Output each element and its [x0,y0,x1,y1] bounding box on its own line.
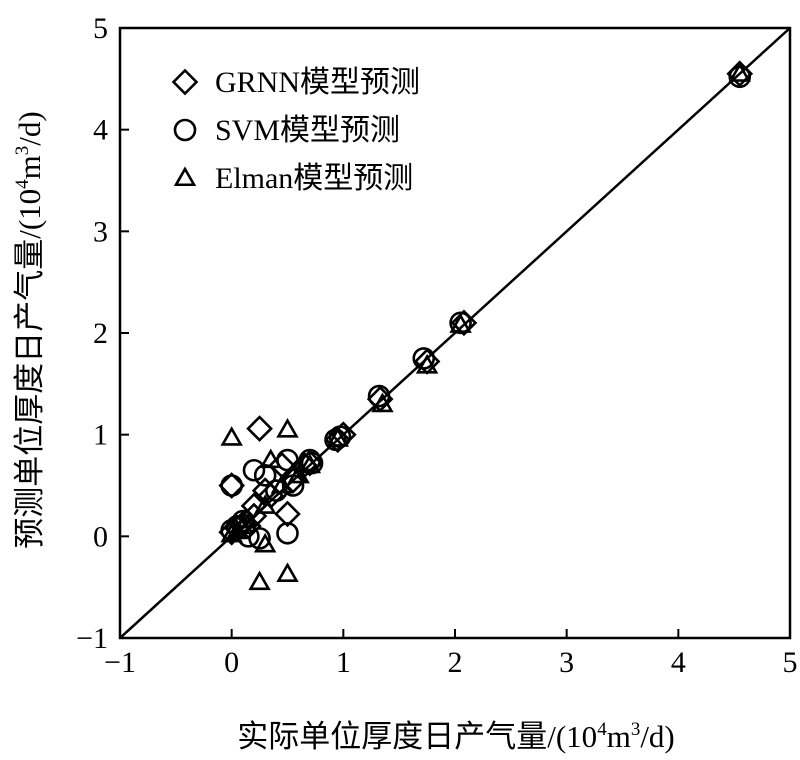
circle-point [367,384,391,408]
circle-point [253,464,277,487]
legend-label: Elman模型预测 [215,162,413,195]
legend-triangle-marker [173,166,197,187]
legend-diamond-marker [171,68,199,96]
legend-label: SVM模型预测 [215,114,400,147]
circle-point [265,479,288,502]
triangle-point [449,313,472,333]
triangle-point [298,453,322,474]
triangle-point [253,532,277,553]
triangle-point [231,514,255,535]
triangle-point [276,417,299,438]
triangle-point [287,463,310,484]
circle-point [220,474,243,497]
axis-ticks: −1 0 1 2 3 4 5 −1 0 1 2 3 4 5 [76,12,797,679]
reference-line [119,27,791,639]
legend-label: GRNN模型预测 [215,66,420,99]
x-tick-label: 2 [448,646,463,679]
y-tick-label: 1 [93,419,108,452]
x-axis-title: 实际单位厚度日产气量/(104m3/d) [237,719,675,754]
x-tick-label: 5 [783,646,798,679]
triangle-point [728,62,751,82]
data-points [218,60,754,591]
diamond-point [218,472,246,499]
circle-point [276,521,299,545]
y-tick-label: 2 [93,317,108,350]
circle-point [412,347,436,370]
circle-point [298,448,322,472]
y-tick-label: 3 [93,215,108,248]
diamond-point [279,467,307,494]
triangle-point [270,473,294,494]
y-tick-label: 5 [93,12,108,45]
legend: GRNN模型预测 SVM模型预测 Elman模型预测 [171,66,420,195]
x-tick-label: 4 [671,646,686,679]
triangle-point [253,494,277,514]
triangle-point [248,570,271,591]
triangle-point [371,392,394,413]
x-tick-label: 0 [224,646,239,679]
y-tick-label: 0 [93,520,108,553]
y-axis-title: 预测单位厚度日产气量/(104m3/d) [12,111,47,549]
triangle-point [220,426,243,446]
diamond-point [246,415,273,442]
triangle-point [276,562,299,583]
circle-point [248,527,271,550]
circle-point [324,428,347,452]
diamond-point [274,500,301,528]
x-tick-label: 3 [559,646,574,679]
x-tick-label: 1 [336,646,351,679]
x-tick-label: −1 [104,646,136,679]
circle-point [276,448,299,472]
triangle-point [259,448,282,469]
y-tick-label: 4 [93,114,108,147]
circle-point [242,458,266,482]
legend-circle-marker [173,118,197,142]
triangle-point [226,519,249,540]
diamond-point [450,309,478,337]
y-tick-label: −1 [76,622,108,655]
triangle-point [326,427,349,447]
triangle-point [415,353,439,374]
